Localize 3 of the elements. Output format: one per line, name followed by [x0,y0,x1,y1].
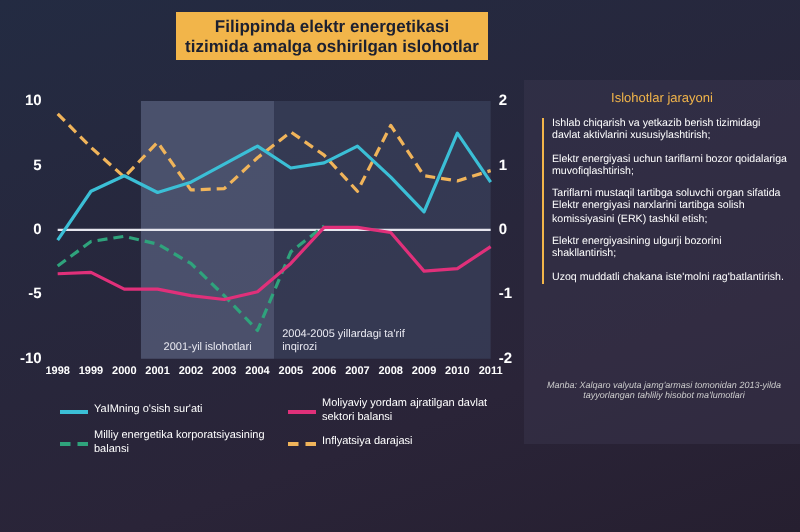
line-series [56,224,326,333]
chart-title: Filippinda elektr energetikasi tizimida amalga oshirilgan islohotlar [176,12,488,60]
line-series [56,112,493,193]
